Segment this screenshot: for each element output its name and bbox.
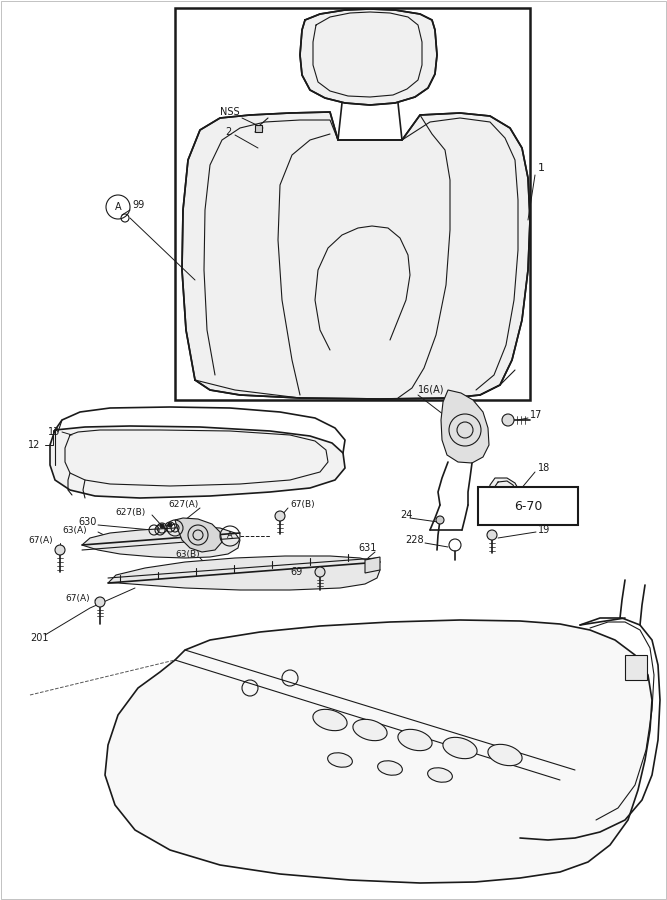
Circle shape bbox=[487, 530, 497, 540]
Text: 13: 13 bbox=[48, 427, 60, 437]
Text: A: A bbox=[227, 532, 233, 541]
Polygon shape bbox=[82, 527, 240, 558]
Text: 630: 630 bbox=[78, 517, 96, 527]
Text: 201: 201 bbox=[30, 633, 49, 643]
Text: 63(A): 63(A) bbox=[62, 526, 87, 535]
Text: 67(B): 67(B) bbox=[290, 500, 315, 509]
Text: 63(B): 63(B) bbox=[175, 551, 199, 560]
Polygon shape bbox=[105, 620, 652, 883]
Polygon shape bbox=[365, 557, 380, 573]
Ellipse shape bbox=[353, 719, 387, 741]
Polygon shape bbox=[50, 426, 345, 498]
Text: 2: 2 bbox=[225, 127, 231, 137]
Ellipse shape bbox=[378, 760, 402, 775]
Polygon shape bbox=[255, 125, 262, 132]
Text: 67(A): 67(A) bbox=[28, 536, 53, 544]
Circle shape bbox=[275, 511, 285, 521]
Text: 17: 17 bbox=[530, 410, 542, 420]
Ellipse shape bbox=[488, 744, 522, 766]
Ellipse shape bbox=[313, 709, 347, 731]
Polygon shape bbox=[300, 9, 437, 105]
Circle shape bbox=[160, 524, 164, 528]
Ellipse shape bbox=[398, 729, 432, 751]
Polygon shape bbox=[182, 112, 530, 399]
Circle shape bbox=[315, 567, 325, 577]
Text: 99: 99 bbox=[132, 200, 144, 210]
Circle shape bbox=[95, 597, 105, 607]
Polygon shape bbox=[108, 556, 380, 590]
Text: 6-70: 6-70 bbox=[514, 500, 542, 512]
Text: 69: 69 bbox=[290, 567, 302, 577]
Ellipse shape bbox=[443, 737, 477, 759]
Text: 18: 18 bbox=[538, 463, 550, 473]
Text: 19: 19 bbox=[538, 525, 550, 535]
Text: 627(A): 627(A) bbox=[168, 500, 198, 509]
Bar bbox=[625, 655, 647, 680]
Ellipse shape bbox=[327, 752, 352, 767]
Text: A: A bbox=[115, 202, 121, 212]
Bar bbox=[175, 8, 530, 400]
Polygon shape bbox=[175, 518, 222, 552]
Text: 627(B): 627(B) bbox=[115, 508, 145, 517]
Text: 24: 24 bbox=[400, 510, 412, 520]
Circle shape bbox=[436, 516, 444, 524]
Text: 12: 12 bbox=[28, 440, 41, 450]
Polygon shape bbox=[441, 390, 489, 463]
Text: 67(A): 67(A) bbox=[65, 593, 89, 602]
Circle shape bbox=[55, 545, 65, 555]
Circle shape bbox=[502, 414, 514, 426]
Text: NSS: NSS bbox=[220, 107, 239, 117]
Text: 16(A): 16(A) bbox=[418, 385, 444, 395]
Text: 631: 631 bbox=[358, 543, 376, 553]
Text: 228: 228 bbox=[405, 535, 424, 545]
Text: 1: 1 bbox=[538, 163, 545, 173]
Ellipse shape bbox=[428, 768, 452, 782]
Polygon shape bbox=[488, 478, 520, 515]
Bar bbox=[478, 487, 578, 525]
Circle shape bbox=[168, 523, 172, 527]
